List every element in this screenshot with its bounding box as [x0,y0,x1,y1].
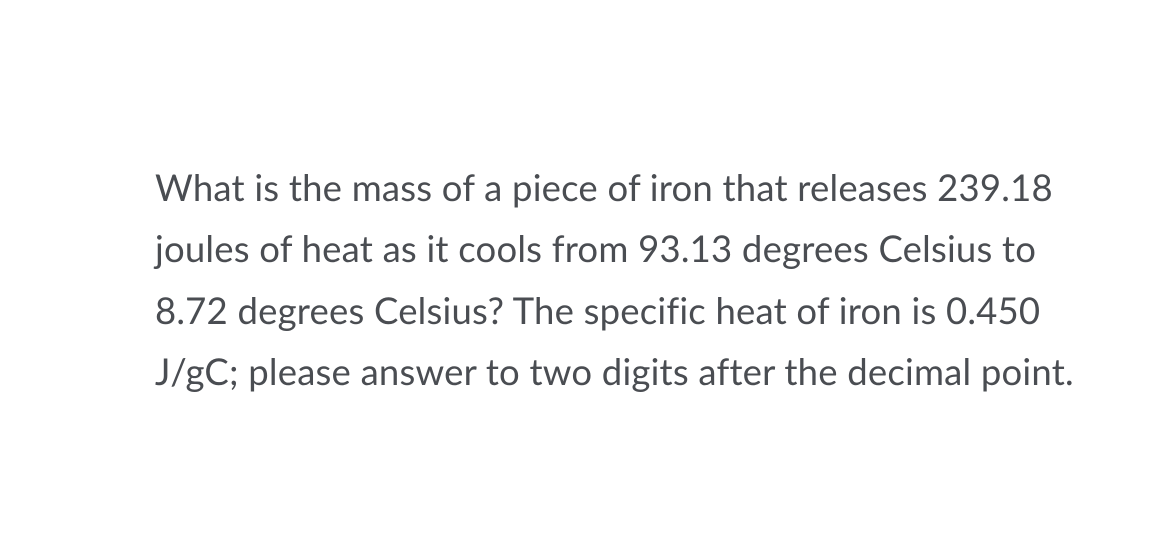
question-text: What is the mass of a piece of iron that… [155,157,1080,402]
